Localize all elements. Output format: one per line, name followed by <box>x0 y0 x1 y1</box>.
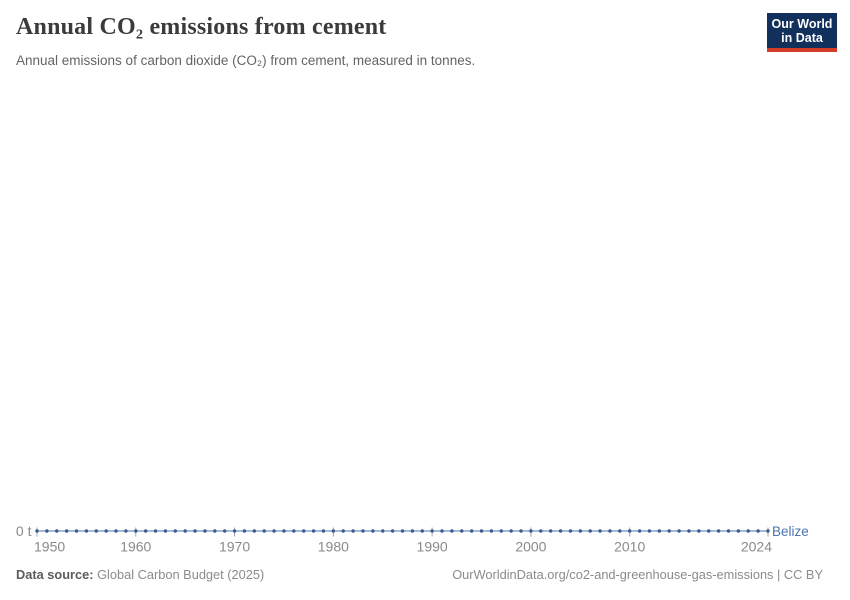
data-point <box>84 529 89 533</box>
x-tick-label: 1990 <box>417 539 448 555</box>
data-point <box>272 529 276 533</box>
data-point <box>163 529 168 533</box>
data-point <box>390 529 395 533</box>
data-point <box>361 529 365 533</box>
data-point <box>134 529 138 533</box>
data-point <box>381 529 385 533</box>
data-point <box>420 529 424 533</box>
data-point <box>756 529 760 533</box>
data-point <box>746 529 750 533</box>
data-point <box>222 529 227 533</box>
data-point <box>618 529 622 533</box>
data-point <box>430 529 434 533</box>
data-point <box>203 529 207 533</box>
data-point <box>736 529 741 533</box>
data-point <box>578 529 583 533</box>
data-point <box>242 529 247 533</box>
data-point <box>94 529 98 533</box>
data-source: Data source: Global Carbon Budget (2025) <box>16 567 264 582</box>
data-point <box>460 529 464 533</box>
data-point <box>341 529 345 533</box>
x-tick-label: 2010 <box>614 539 645 555</box>
data-point <box>697 529 701 533</box>
data-point <box>628 529 632 533</box>
data-point <box>440 529 444 533</box>
data-point <box>529 529 533 533</box>
data-point <box>539 529 543 533</box>
data-point <box>104 529 108 533</box>
data-point <box>707 529 711 533</box>
data-point <box>410 529 415 533</box>
data-point <box>519 529 523 533</box>
data-point <box>153 529 158 533</box>
data-point <box>183 529 187 533</box>
chart-subtitle: Annual emissions of carbon dioxide (CO₂)… <box>16 53 476 68</box>
x-tick-label: 1960 <box>120 539 151 555</box>
x-tick-label: 1970 <box>219 539 250 555</box>
data-point <box>282 529 286 533</box>
data-point <box>716 529 721 533</box>
data-point <box>687 529 691 533</box>
data-point <box>637 529 642 533</box>
data-point <box>588 529 592 533</box>
data-point <box>302 529 306 533</box>
data-point <box>311 529 316 533</box>
chart-footer: Data source: Global Carbon Budget (2025)… <box>16 567 823 582</box>
data-point <box>74 529 79 533</box>
data-point <box>252 529 257 533</box>
x-tick-label: 1950 <box>34 539 65 555</box>
data-point <box>371 529 375 533</box>
data-point <box>667 529 671 533</box>
data-point <box>726 529 731 533</box>
data-point <box>262 529 266 533</box>
x-tick-label: 2000 <box>515 539 546 555</box>
data-point <box>114 529 118 533</box>
entity-label: Belize <box>772 524 809 539</box>
data-point <box>647 529 652 533</box>
data-point <box>489 529 494 533</box>
data-point <box>450 529 454 533</box>
data-point <box>124 529 128 533</box>
data-point <box>213 529 217 533</box>
data-point <box>173 529 177 533</box>
data-source-value: Global Carbon Budget (2025) <box>97 567 265 582</box>
data-point <box>558 529 563 533</box>
data-point <box>469 529 474 533</box>
data-point <box>499 529 503 533</box>
data-point <box>598 529 602 533</box>
x-tick-label: 2024 <box>741 539 772 555</box>
data-source-label: Data source: <box>16 567 94 582</box>
data-point <box>35 529 39 533</box>
data-point <box>55 529 59 533</box>
data-point <box>45 529 49 533</box>
data-point <box>331 529 336 533</box>
data-point <box>608 529 612 533</box>
data-point <box>509 529 513 533</box>
data-point <box>479 529 484 533</box>
data-point <box>548 529 553 533</box>
chart-title: Annual CO₂ emissions from cement <box>16 14 387 40</box>
footer-license: OurWorldinData.org/co2-and-greenhouse-ga… <box>452 567 823 582</box>
data-point <box>292 529 296 533</box>
data-point <box>657 529 662 533</box>
owid-logo-line2: in Data <box>781 31 823 45</box>
data-point <box>400 529 405 533</box>
x-tick-label: 1980 <box>318 539 349 555</box>
data-point <box>568 529 573 533</box>
data-point <box>193 529 197 533</box>
owid-logo-line1: Our World <box>771 17 833 31</box>
data-point <box>766 529 770 533</box>
data-point <box>143 529 148 533</box>
data-point <box>321 529 326 533</box>
y-axis-zero-label: 0 t <box>16 523 32 539</box>
data-point <box>232 529 237 533</box>
owid-logo: Our World in Data <box>767 13 837 52</box>
data-point <box>677 529 681 533</box>
data-point <box>64 529 69 533</box>
data-point <box>351 529 355 533</box>
